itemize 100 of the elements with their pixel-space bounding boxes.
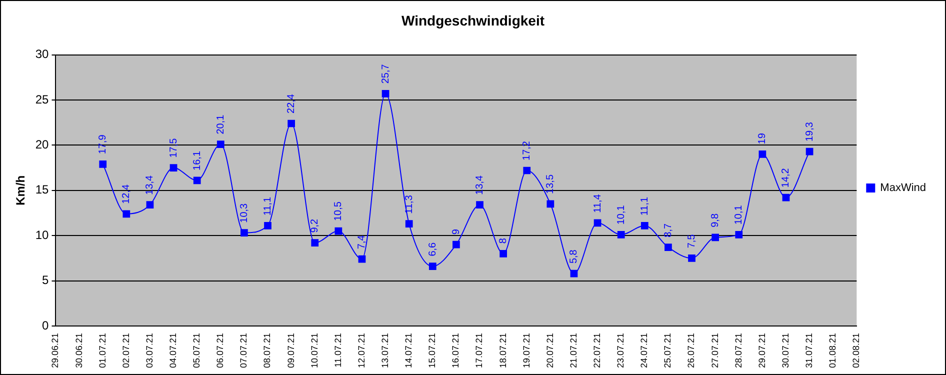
data-label: 8,7 <box>662 222 674 238</box>
data-label: 17,2 <box>522 140 533 160</box>
data-label: 9,2 <box>310 218 321 233</box>
y-tick-label: 20 <box>35 138 50 152</box>
point <box>240 229 248 237</box>
x-tick-label: 30.06.21 <box>74 332 84 368</box>
x-tick-label: 05.07.21 <box>192 332 202 368</box>
x-tick-label: 14.07.21 <box>404 332 414 368</box>
data-label: 14,2 <box>780 168 792 188</box>
x-tick-label: 16.07.21 <box>450 332 461 368</box>
legend-label: MaxWind <box>880 182 926 194</box>
point <box>688 254 696 262</box>
data-label: 9,8 <box>710 213 722 228</box>
point <box>193 176 201 184</box>
data-label: 7,4 <box>356 234 368 250</box>
point <box>264 222 272 230</box>
data-label: 5,8 <box>568 249 580 264</box>
y-tick-label: 10 <box>35 228 50 242</box>
x-tick-label: 26.07.21 <box>686 332 696 368</box>
x-tick-label: 04.07.21 <box>168 332 178 368</box>
x-tick-label: 18.07.21 <box>498 332 508 368</box>
x-tick-label: 13.07.21 <box>380 332 390 368</box>
y-tick-label: 30 <box>35 47 50 62</box>
data-label: 10,1 <box>616 204 627 225</box>
data-label: 16,1 <box>192 150 203 170</box>
data-label: 6,6 <box>427 242 438 256</box>
point <box>500 250 507 258</box>
point <box>382 90 390 98</box>
data-label: 10,1 <box>734 204 745 225</box>
data-label: 8 <box>498 238 510 244</box>
point <box>405 220 413 228</box>
point <box>523 166 531 174</box>
x-tick-label: 19.07.21 <box>521 332 532 368</box>
y-tick-label: 25 <box>35 92 50 106</box>
point <box>288 120 295 128</box>
point <box>758 150 766 158</box>
data-label: 20,1 <box>215 114 226 134</box>
point <box>428 262 436 270</box>
point <box>782 194 790 202</box>
point <box>476 201 484 209</box>
point <box>170 164 178 172</box>
data-label: 22,4 <box>286 94 298 114</box>
x-tick-label: 31.07.21 <box>804 332 814 368</box>
point <box>99 160 107 168</box>
point <box>712 234 720 242</box>
y-tick-label: 0 <box>42 318 50 332</box>
x-tick-label: 07.07.21 <box>238 332 249 368</box>
x-tick-label: 22.07.21 <box>592 332 602 368</box>
x-tick-label: 02.07.21 <box>120 332 131 368</box>
data-label: 13,4 <box>474 174 486 195</box>
x-tick-label: 28.07.21 <box>733 332 744 368</box>
data-label: 12,4 <box>121 184 132 204</box>
x-tick-label: 21.07.21 <box>568 332 578 368</box>
x-tick-label: 23.07.21 <box>616 332 626 368</box>
x-tick-label: 29.07.21 <box>756 332 767 368</box>
point <box>146 201 154 209</box>
x-tick-label: 11.07.21 <box>332 332 343 368</box>
point <box>334 227 342 235</box>
x-tick-label: 10.07.21 <box>309 332 320 368</box>
data-label: 7,5 <box>686 234 698 248</box>
point <box>617 230 625 238</box>
data-label: 11,1 <box>639 196 650 216</box>
x-tick-label: 08.07.21 <box>262 332 272 368</box>
point <box>735 230 743 238</box>
x-tick-label: 12.07.21 <box>356 332 366 368</box>
x-tick-label: 03.07.21 <box>144 332 154 368</box>
point <box>358 255 366 263</box>
data-label: 10,3 <box>238 202 250 223</box>
x-tick-label: 20.07.21 <box>544 332 555 368</box>
x-tick-label: 15.07.21 <box>427 332 438 368</box>
data-label: 11,1 <box>262 196 274 216</box>
point <box>806 148 814 156</box>
y-tick-label: 15 <box>35 182 50 197</box>
x-tick-label: 17.07.21 <box>474 332 484 368</box>
x-tick-label: 29.06.21 <box>50 332 60 368</box>
data-label: 17,5 <box>168 138 180 158</box>
data-label: 19 <box>757 132 768 144</box>
data-label: 17,9 <box>98 134 109 154</box>
data-label: 13,5 <box>545 174 556 194</box>
x-tick-label: 27.07.21 <box>710 332 720 368</box>
x-tick-label: 02.08.21 <box>851 332 862 368</box>
data-label: 10,5 <box>333 201 344 222</box>
point <box>311 239 319 246</box>
chart-title: Windgeschwindigkeit <box>402 12 545 28</box>
x-tick-label: 30.07.21 <box>780 332 790 368</box>
x-tick-label: 01.07.21 <box>97 332 108 368</box>
x-tick-label: 24.07.21 <box>639 332 650 368</box>
y-axis-title: Km/h <box>14 175 28 206</box>
data-label: 13,4 <box>144 174 156 195</box>
point <box>594 219 602 227</box>
x-tick-label: 01.08.21 <box>828 332 838 368</box>
x-tick-label: 06.07.21 <box>215 332 226 368</box>
point <box>452 240 460 248</box>
point <box>570 270 578 278</box>
point <box>664 244 672 252</box>
data-label: 19,3 <box>804 122 816 142</box>
data-label: 25,7 <box>380 64 392 84</box>
x-tick-label: 09.07.21 <box>286 332 296 368</box>
x-tick-label: 25.07.21 <box>662 332 673 368</box>
data-label: 9 <box>450 228 462 235</box>
